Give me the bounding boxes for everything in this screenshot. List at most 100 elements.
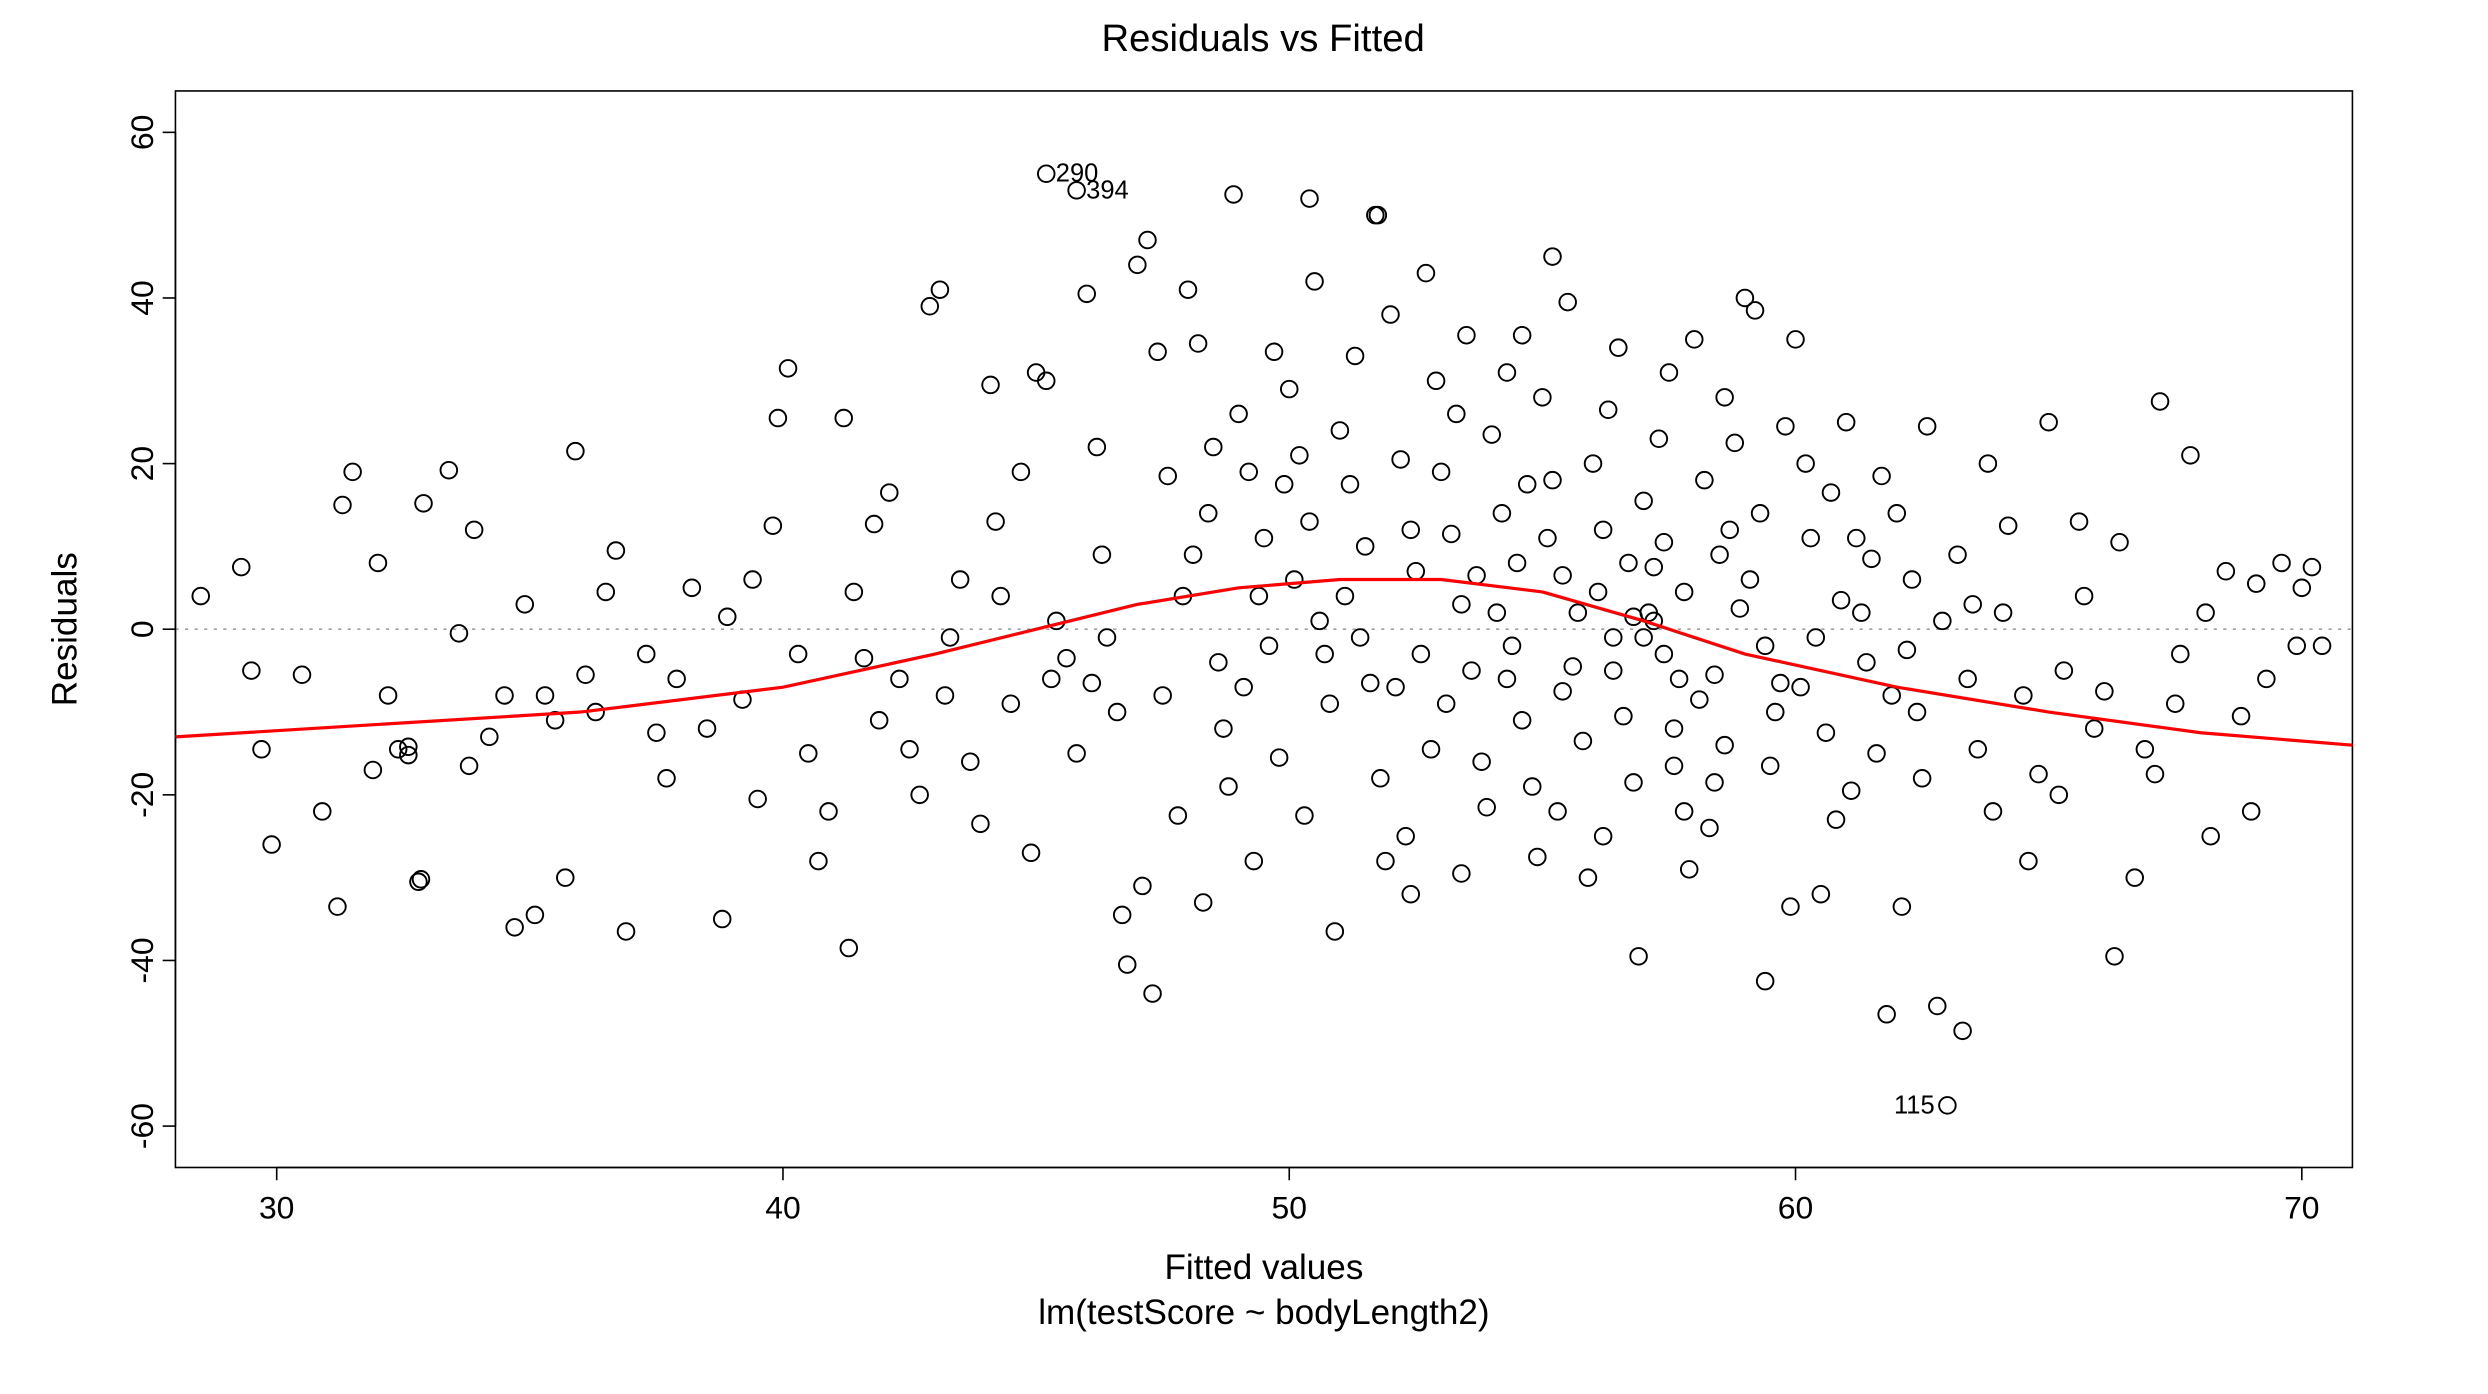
data-point bbox=[1109, 704, 1126, 721]
data-point bbox=[1038, 165, 1055, 182]
data-point bbox=[1625, 774, 1642, 791]
data-point bbox=[1489, 604, 1506, 621]
data-point bbox=[1691, 691, 1708, 708]
data-point bbox=[1499, 671, 1516, 688]
data-point bbox=[1392, 451, 1409, 468]
data-point bbox=[1630, 948, 1647, 965]
data-point bbox=[243, 662, 260, 679]
data-point bbox=[1645, 559, 1662, 576]
data-point bbox=[1985, 803, 2002, 820]
data-point bbox=[1089, 439, 1106, 456]
data-point bbox=[1995, 604, 2012, 621]
data-point bbox=[1620, 555, 1637, 572]
data-point bbox=[2202, 828, 2219, 845]
data-point bbox=[1666, 758, 1683, 775]
data-point bbox=[1443, 526, 1460, 543]
x-tick-label: 30 bbox=[259, 1190, 294, 1226]
data-point bbox=[1453, 596, 1470, 613]
data-point bbox=[1286, 571, 1303, 588]
data-point bbox=[1610, 339, 1627, 356]
data-point bbox=[1468, 567, 1485, 584]
data-point bbox=[871, 712, 888, 729]
data-point bbox=[1453, 865, 1470, 882]
data-point bbox=[1671, 671, 1688, 688]
data-point bbox=[1934, 613, 1951, 630]
data-point bbox=[820, 803, 837, 820]
y-axis-ticks: -60-40-200204060 bbox=[124, 115, 175, 1150]
data-point bbox=[1119, 956, 1136, 973]
data-point bbox=[370, 555, 387, 572]
data-point bbox=[1413, 646, 1430, 663]
data-point bbox=[2314, 637, 2331, 654]
data-point bbox=[441, 462, 458, 479]
data-point bbox=[1225, 186, 1242, 203]
data-point bbox=[192, 588, 209, 605]
data-point bbox=[1929, 998, 1946, 1015]
data-point bbox=[901, 741, 918, 758]
data-point bbox=[1813, 886, 1830, 903]
data-point bbox=[1261, 637, 1278, 654]
data-point bbox=[744, 571, 761, 588]
data-point bbox=[1818, 724, 1835, 741]
data-point bbox=[1595, 522, 1612, 539]
data-point bbox=[2086, 720, 2103, 737]
data-point bbox=[380, 687, 397, 704]
data-point bbox=[1777, 418, 1794, 435]
data-point bbox=[1230, 406, 1247, 423]
data-point bbox=[1311, 613, 1328, 630]
data-point bbox=[1534, 389, 1551, 406]
data-point bbox=[1635, 629, 1652, 646]
data-point bbox=[2172, 646, 2189, 663]
data-point bbox=[1914, 770, 1931, 787]
data-point bbox=[344, 464, 361, 481]
data-point bbox=[1023, 845, 1040, 862]
data-point bbox=[1347, 348, 1364, 365]
data-point bbox=[2015, 687, 2032, 704]
data-point bbox=[668, 671, 685, 688]
data-point bbox=[1762, 758, 1779, 775]
data-point bbox=[1580, 869, 1597, 886]
data-point bbox=[2000, 517, 2017, 534]
data-point bbox=[1473, 753, 1490, 770]
data-point bbox=[334, 497, 351, 514]
data-point bbox=[2056, 662, 2073, 679]
data-point bbox=[1058, 650, 1075, 667]
data-point bbox=[1863, 551, 1880, 568]
data-point bbox=[1195, 894, 1212, 911]
data-point bbox=[1848, 530, 1865, 547]
data-point bbox=[982, 377, 999, 394]
data-point bbox=[1382, 306, 1399, 323]
data-point bbox=[1458, 327, 1475, 344]
y-tick-label: 40 bbox=[124, 280, 160, 315]
data-point bbox=[2218, 563, 2235, 580]
data-point bbox=[1752, 505, 1769, 522]
data-point bbox=[1504, 637, 1521, 654]
data-point bbox=[840, 940, 857, 957]
data-point bbox=[1873, 468, 1890, 485]
data-point bbox=[891, 671, 908, 688]
data-point bbox=[658, 770, 675, 787]
data-point bbox=[1235, 679, 1252, 696]
data-point bbox=[1656, 646, 1673, 663]
data-point bbox=[987, 513, 1004, 530]
data-point bbox=[846, 584, 863, 601]
data-point bbox=[1377, 853, 1394, 870]
y-tick-label: 0 bbox=[124, 620, 160, 638]
data-point bbox=[1038, 372, 1055, 389]
data-point bbox=[1301, 513, 1318, 530]
data-point bbox=[952, 571, 969, 588]
data-point bbox=[2071, 513, 2088, 530]
data-point bbox=[2126, 869, 2143, 886]
data-point bbox=[2288, 637, 2305, 654]
data-point bbox=[1296, 807, 1313, 824]
data-point bbox=[1696, 472, 1713, 489]
data-point bbox=[1509, 555, 1526, 572]
data-point bbox=[1321, 695, 1338, 712]
data-point bbox=[638, 646, 655, 663]
data-point bbox=[2111, 534, 2128, 551]
data-point bbox=[1200, 505, 1217, 522]
y-tick-label: 60 bbox=[124, 115, 160, 150]
data-point bbox=[1397, 828, 1414, 845]
data-point bbox=[2096, 683, 2113, 700]
data-point bbox=[962, 753, 979, 770]
